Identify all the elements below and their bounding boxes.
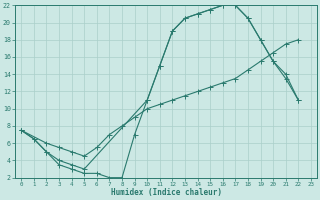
X-axis label: Humidex (Indice chaleur): Humidex (Indice chaleur) [111,188,221,197]
